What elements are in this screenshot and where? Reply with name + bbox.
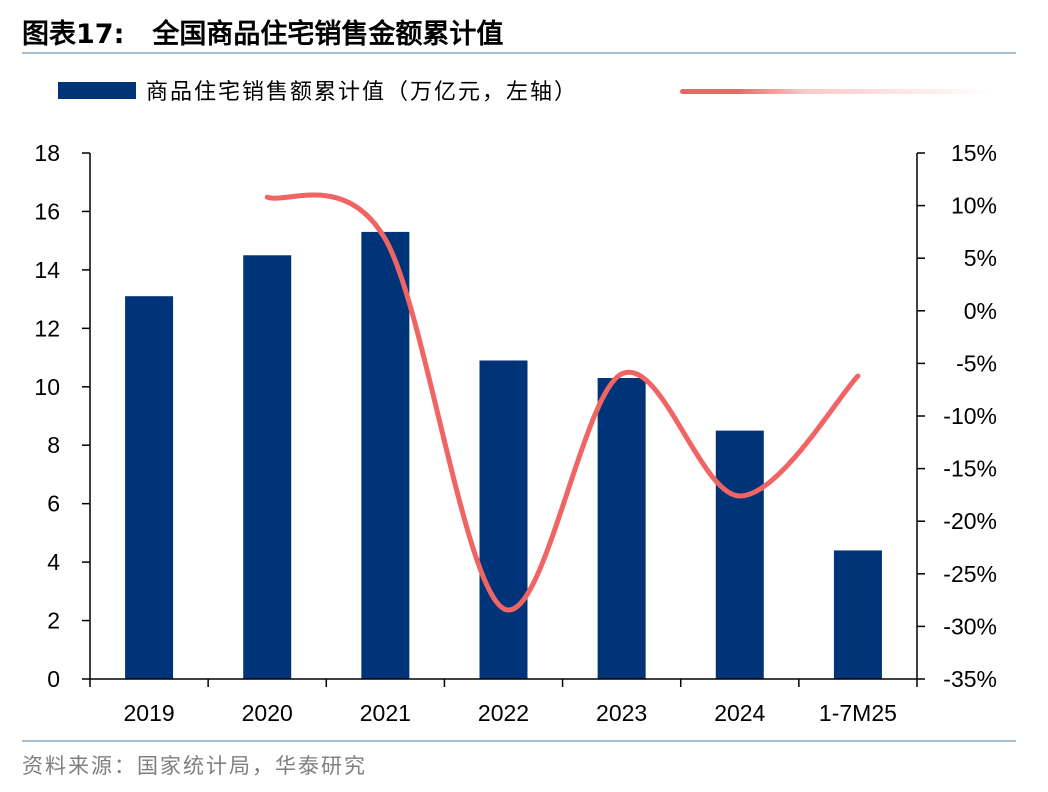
x-tick-label: 2021 xyxy=(360,700,411,726)
y-right-tick-label: -25% xyxy=(943,561,997,587)
y-right-tick-label: -30% xyxy=(943,613,997,639)
y-right-tick-label: 10% xyxy=(951,193,997,219)
footer-rule xyxy=(22,740,1016,742)
chart-area: 0 2 4 6 8 10 12 14 16 18 -35% -30% -25% -20% -15% -10% -… xyxy=(34,140,997,726)
y-left-tick-label: 14 xyxy=(34,257,60,283)
y-right-tick-label: -20% xyxy=(943,508,997,534)
bar-2020 xyxy=(243,255,292,679)
bar-2021 xyxy=(361,231,410,679)
source-note: 资料来源：国家统计局，华泰研究 xyxy=(22,754,367,778)
x-tick-label: 2023 xyxy=(596,700,647,726)
figure-title-text: 全国商品住宅销售金额累计值 xyxy=(152,19,504,50)
y-left-tick-label: 8 xyxy=(47,432,60,458)
bar-series xyxy=(125,231,882,679)
y-right-tick-label: 0% xyxy=(964,298,997,324)
x-tick-label: 1-7M25 xyxy=(819,700,897,726)
y-left-tick-label: 16 xyxy=(34,198,60,224)
y-left-tick-label: 18 xyxy=(34,140,60,166)
chart-legend: 商品住宅销售额累计值（万亿元，左轴） xyxy=(58,74,578,106)
y-left-tick-label: 10 xyxy=(34,374,60,400)
legend-line-swatch xyxy=(680,89,990,94)
y-right-tick-label: -10% xyxy=(943,403,997,429)
y-right-tick-label: -35% xyxy=(943,666,997,692)
y-right-tick-label: 5% xyxy=(964,245,997,271)
y-left-tick-label: 12 xyxy=(34,315,60,341)
legend-bar-label: 商品住宅销售额累计值（万亿元，左轴） xyxy=(146,80,579,105)
bar-2019 xyxy=(125,296,174,679)
yoy-growth-line xyxy=(264,192,861,613)
y-left-tick-label: 2 xyxy=(47,608,60,634)
x-tick-label: 2024 xyxy=(714,700,765,726)
y-right-tick-label: -5% xyxy=(956,350,997,376)
y-left-tick-label: 4 xyxy=(47,549,60,575)
y-left-tick-label: 0 xyxy=(47,666,60,692)
figure-title: 图表17: 全国商品住宅销售金额累计值 xyxy=(22,12,503,51)
bar-2022 xyxy=(479,360,528,679)
title-rule xyxy=(22,52,1016,54)
y-left-tick-label: 6 xyxy=(47,491,60,517)
chart-axes xyxy=(82,152,925,687)
legend-bar-swatch xyxy=(58,81,136,99)
y-right-tick-label: 15% xyxy=(951,140,997,166)
x-tick-label: 2020 xyxy=(242,700,293,726)
figure-number: 图表17: xyxy=(22,19,125,50)
chart-tick-labels: 0 2 4 6 8 10 12 14 16 18 -35% -30% -25% -20% -15% -10% -… xyxy=(34,140,997,726)
bar-1-7M25 xyxy=(833,550,882,679)
y-right-tick-label: -15% xyxy=(943,456,997,482)
x-tick-label: 2019 xyxy=(123,700,174,726)
line-series xyxy=(264,192,861,613)
bar-2023 xyxy=(597,378,646,679)
bar-2024 xyxy=(715,430,764,679)
x-tick-label: 2022 xyxy=(478,700,529,726)
